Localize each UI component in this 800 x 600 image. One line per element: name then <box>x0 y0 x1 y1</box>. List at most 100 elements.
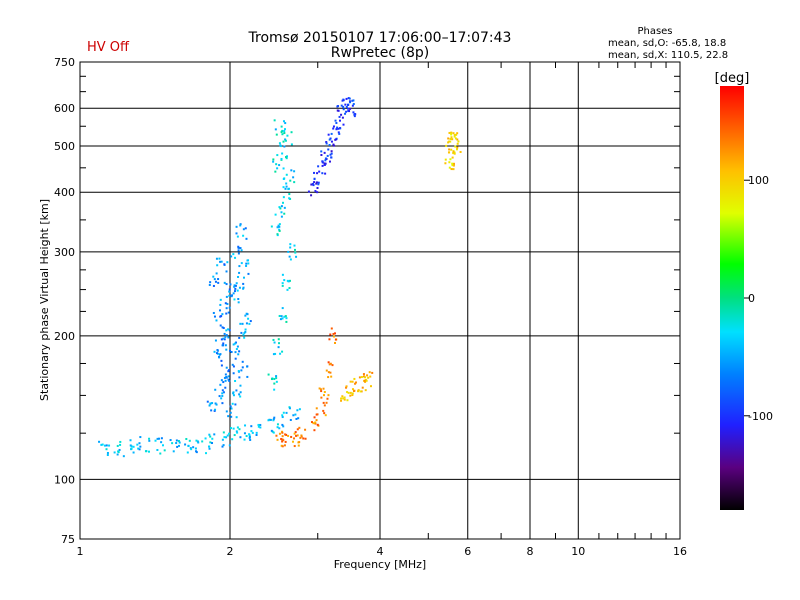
data-point <box>283 212 286 215</box>
data-point <box>281 435 284 438</box>
data-point <box>365 379 368 382</box>
data-point <box>218 395 221 398</box>
data-point <box>284 187 287 190</box>
data-point <box>221 389 224 392</box>
data-point <box>273 341 276 344</box>
data-point <box>234 287 237 290</box>
data-point <box>298 441 301 444</box>
data-point <box>351 392 354 395</box>
data-point <box>320 150 323 153</box>
data-point <box>294 431 297 434</box>
data-point <box>214 280 217 283</box>
data-point <box>283 130 286 133</box>
data-point <box>359 390 362 393</box>
data-point <box>299 436 302 439</box>
data-point <box>451 138 454 141</box>
data-point <box>364 389 367 392</box>
data-point <box>281 133 284 136</box>
data-point <box>287 250 290 253</box>
data-point <box>208 433 211 436</box>
data-point <box>237 298 240 301</box>
data-point <box>227 369 230 372</box>
data-point <box>368 371 371 374</box>
data-point <box>156 448 159 451</box>
data-point <box>450 133 453 136</box>
data-point <box>223 263 226 266</box>
data-point <box>331 364 334 367</box>
data-point <box>316 423 319 426</box>
data-point <box>213 433 216 436</box>
x-tick-label: 6 <box>464 545 471 558</box>
data-point <box>222 391 225 394</box>
data-point <box>279 318 282 321</box>
data-point <box>225 348 228 351</box>
data-point <box>285 173 288 176</box>
data-point <box>242 234 245 237</box>
data-point <box>342 123 345 126</box>
data-point <box>224 302 227 305</box>
data-point <box>275 380 278 383</box>
data-point <box>160 437 163 440</box>
data-point <box>449 137 452 140</box>
data-point <box>284 315 287 318</box>
data-point <box>278 206 281 209</box>
data-point <box>211 402 214 405</box>
data-point <box>211 437 214 440</box>
data-point <box>347 97 350 100</box>
data-point <box>290 131 293 134</box>
data-point <box>208 445 211 448</box>
data-point <box>237 275 240 278</box>
data-point <box>197 441 200 444</box>
data-point <box>238 376 241 379</box>
data-point <box>270 429 273 432</box>
data-point <box>347 107 350 110</box>
data-point <box>314 421 317 424</box>
data-point <box>360 376 363 379</box>
data-point <box>236 289 239 292</box>
data-point <box>324 157 327 160</box>
data-point <box>272 419 275 422</box>
data-point <box>324 162 327 165</box>
data-point <box>369 375 372 378</box>
data-point <box>348 97 351 100</box>
data-point <box>216 349 219 352</box>
data-point <box>448 140 451 143</box>
data-point <box>343 398 346 401</box>
data-point <box>106 454 109 457</box>
data-point <box>233 285 236 288</box>
data-point <box>315 407 318 410</box>
data-point <box>268 418 271 421</box>
data-point <box>240 262 243 265</box>
data-point <box>206 400 209 403</box>
data-point <box>223 332 226 335</box>
data-point <box>289 258 292 261</box>
data-point <box>341 116 344 119</box>
y-tick-label: 750 <box>54 56 75 69</box>
data-point <box>330 132 333 135</box>
data-point <box>317 181 320 184</box>
data-point <box>227 328 230 331</box>
data-point <box>184 443 187 446</box>
data-point <box>298 426 301 429</box>
data-point <box>281 423 284 426</box>
y-tick-label: 200 <box>54 330 75 343</box>
data-point <box>324 172 327 175</box>
data-point <box>239 224 242 227</box>
data-point <box>218 356 221 359</box>
data-point <box>277 338 280 341</box>
data-point <box>187 444 190 447</box>
data-point <box>224 335 227 338</box>
data-point <box>227 415 230 418</box>
data-point <box>273 388 276 391</box>
data-point <box>293 170 296 173</box>
data-point <box>280 215 283 218</box>
data-point <box>293 244 296 247</box>
data-point <box>289 418 292 421</box>
data-point <box>328 160 331 163</box>
y-axis-ticks: 75 100 200 300 400 500 600 750 <box>54 56 680 546</box>
data-point <box>223 338 226 341</box>
data-point <box>175 442 178 445</box>
data-point <box>293 445 296 448</box>
data-point <box>278 432 281 435</box>
x-tick-label: 16 <box>673 545 687 558</box>
